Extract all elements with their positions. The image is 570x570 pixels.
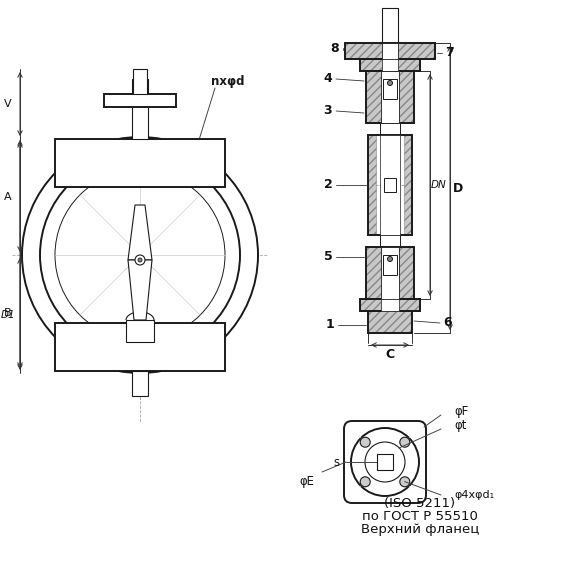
Bar <box>384 178 396 192</box>
Circle shape <box>351 428 419 496</box>
Bar <box>55 139 225 187</box>
Text: 4: 4 <box>324 72 332 86</box>
Circle shape <box>388 80 393 86</box>
Bar <box>360 299 420 311</box>
Circle shape <box>55 170 225 340</box>
Bar <box>360 59 420 71</box>
Circle shape <box>40 155 240 355</box>
Bar <box>55 323 225 371</box>
Bar <box>368 135 376 235</box>
Text: nxφd: nxφd <box>211 75 245 88</box>
Text: φF: φF <box>454 405 468 417</box>
Bar <box>382 43 398 59</box>
Bar <box>381 71 399 123</box>
Circle shape <box>138 258 142 262</box>
Text: 2: 2 <box>324 178 332 192</box>
Text: A: A <box>4 192 12 202</box>
Circle shape <box>137 149 142 153</box>
Text: C: C <box>385 348 394 361</box>
Text: Верхний фланец: Верхний фланец <box>361 523 479 536</box>
Circle shape <box>400 477 410 487</box>
Text: 5: 5 <box>324 250 332 263</box>
Bar <box>360 59 420 71</box>
Text: V: V <box>4 99 12 109</box>
Bar <box>366 71 414 123</box>
Circle shape <box>400 437 410 447</box>
Text: (ISO 5211): (ISO 5211) <box>384 498 455 511</box>
Bar <box>382 8 398 43</box>
Text: φt: φt <box>454 420 466 433</box>
Circle shape <box>186 350 204 368</box>
Text: s: s <box>334 455 340 469</box>
Circle shape <box>137 356 142 361</box>
Circle shape <box>365 442 405 482</box>
Circle shape <box>76 350 94 368</box>
Bar <box>368 311 412 333</box>
Text: B: B <box>4 308 12 318</box>
Bar <box>104 94 176 107</box>
Bar <box>380 235 400 247</box>
Bar <box>368 135 412 235</box>
Bar <box>382 59 398 71</box>
Bar <box>132 371 148 396</box>
Circle shape <box>186 142 204 160</box>
Circle shape <box>76 142 94 160</box>
Bar <box>377 454 393 470</box>
Bar <box>380 123 400 135</box>
Bar <box>345 43 435 59</box>
Bar <box>381 247 399 299</box>
Text: 8: 8 <box>331 42 339 55</box>
Circle shape <box>22 137 258 373</box>
Text: 6: 6 <box>443 316 453 329</box>
Circle shape <box>388 256 393 262</box>
Circle shape <box>360 477 370 487</box>
Bar <box>383 255 397 275</box>
Bar <box>368 311 412 333</box>
Polygon shape <box>128 260 152 320</box>
Text: DN: DN <box>431 180 447 190</box>
Bar <box>126 320 154 342</box>
Text: 3: 3 <box>324 104 332 117</box>
Bar <box>366 71 414 123</box>
Circle shape <box>360 437 370 447</box>
Text: 1: 1 <box>325 319 335 332</box>
Bar <box>383 79 397 99</box>
Bar <box>133 69 147 94</box>
Polygon shape <box>128 205 152 260</box>
Text: φE: φE <box>299 475 314 488</box>
FancyBboxPatch shape <box>344 421 426 503</box>
Text: φ4xφd₁: φ4xφd₁ <box>454 490 494 500</box>
Bar <box>345 43 435 59</box>
Bar <box>381 299 399 311</box>
Text: по ГОСТ Р 55510: по ГОСТ Р 55510 <box>362 511 478 523</box>
Bar <box>404 135 412 235</box>
Bar <box>366 247 414 299</box>
Bar <box>132 79 148 139</box>
Text: D1: D1 <box>1 310 15 320</box>
Text: D: D <box>453 181 463 194</box>
Bar <box>360 299 420 311</box>
Bar <box>380 135 400 235</box>
Circle shape <box>135 255 145 265</box>
Text: 7: 7 <box>446 47 454 59</box>
Bar <box>366 247 414 299</box>
